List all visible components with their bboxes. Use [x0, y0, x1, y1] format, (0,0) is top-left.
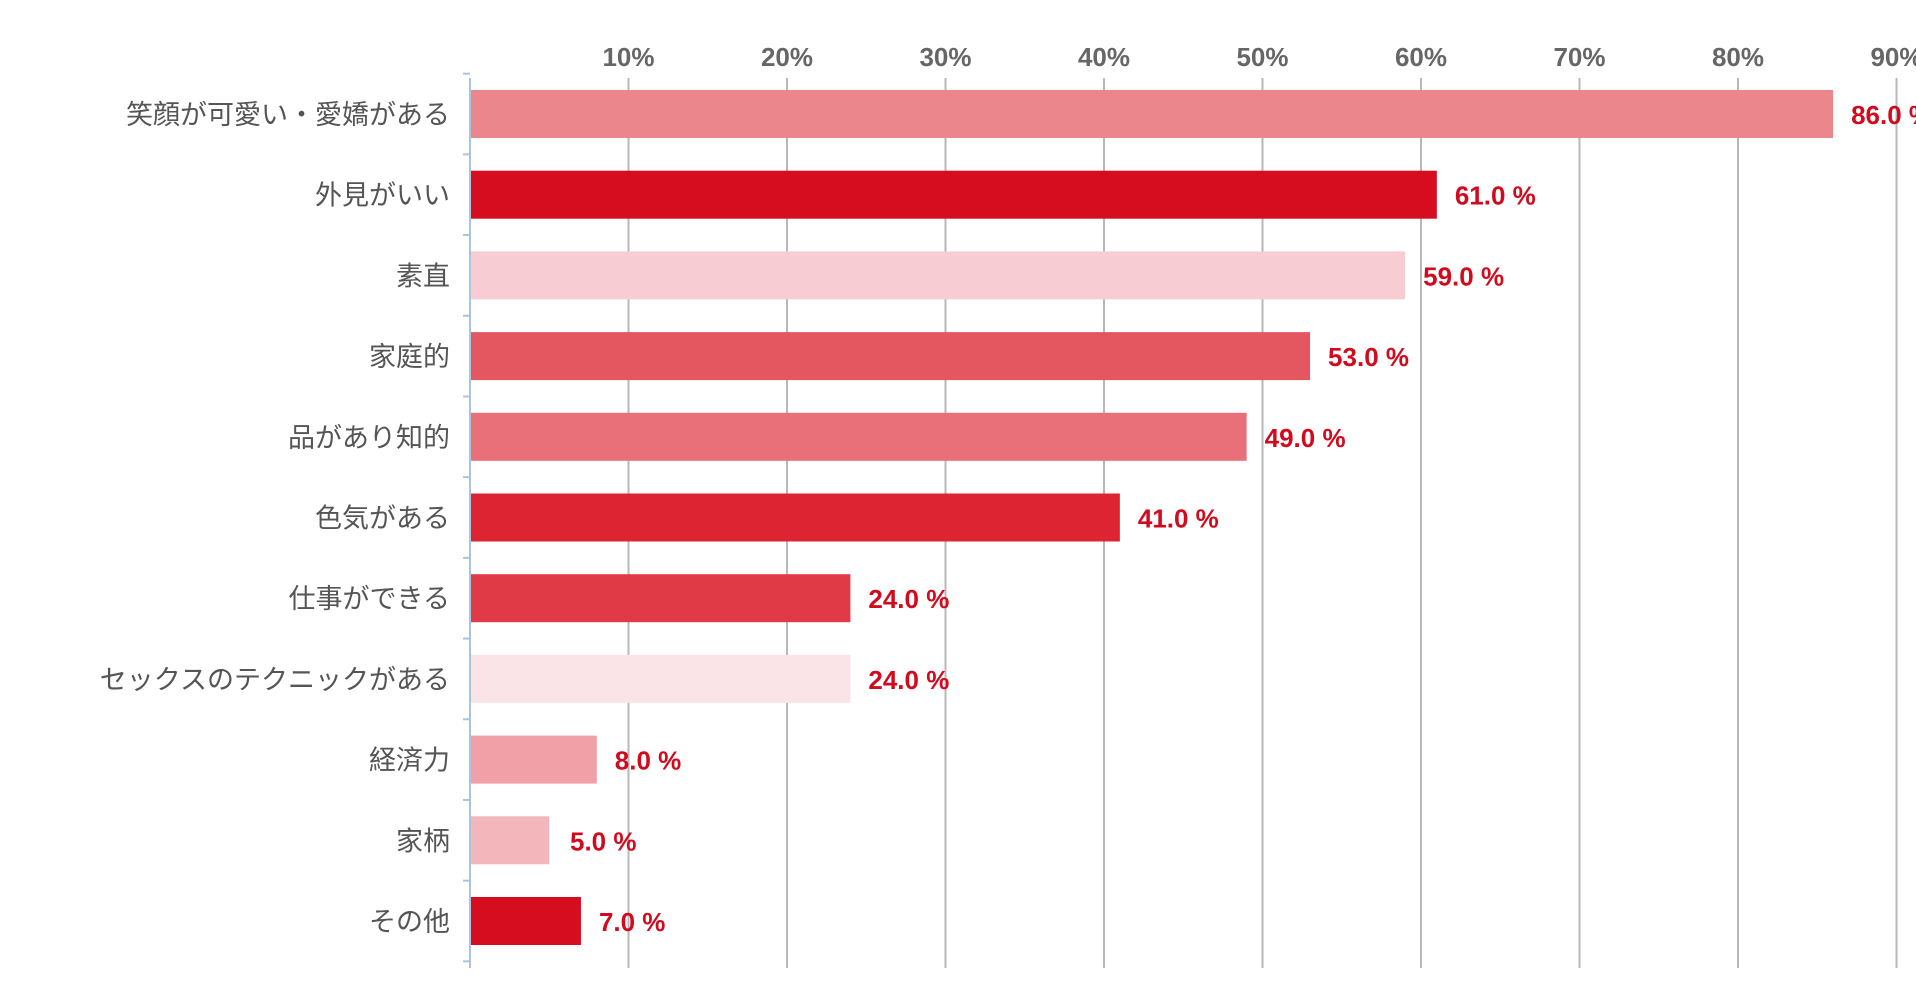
x-tick-label: 30%: [919, 42, 971, 72]
bar: [470, 251, 1406, 300]
data-label: 41.0 %: [1138, 504, 1219, 534]
gridlines: [627, 78, 1898, 968]
x-tick-label: 20%: [761, 42, 813, 72]
y-axis: [463, 72, 471, 968]
data-label: 24.0 %: [868, 665, 949, 695]
x-tick-label: 10%: [602, 42, 654, 72]
data-label: 86.0 %: [1851, 100, 1916, 130]
bar: [470, 735, 597, 784]
category-label: 笑顔が可愛い・愛嬌がある: [126, 100, 450, 131]
bar: [470, 493, 1120, 542]
data-label: 61.0 %: [1455, 181, 1536, 211]
bar: [470, 654, 851, 703]
data-label: 5.0 %: [570, 826, 637, 856]
x-tick-label: 60%: [1395, 42, 1447, 72]
x-axis-ticks: 10% 20% 30% 40% 50% 60% 70% 80% 90%: [602, 42, 1916, 72]
category-label: 品があり知的: [288, 423, 450, 454]
data-label: 49.0 %: [1265, 423, 1346, 453]
bar: [470, 816, 550, 865]
bar: [470, 90, 1834, 138]
category-label: 素直: [396, 261, 450, 292]
category-label: 経済力: [369, 746, 450, 777]
data-label: 7.0 %: [599, 907, 666, 937]
bars: [470, 90, 1834, 945]
data-label: 59.0 %: [1423, 261, 1504, 291]
data-label: 24.0 %: [868, 584, 949, 614]
category-label: 家庭的: [369, 342, 450, 373]
category-label: 仕事ができる: [289, 584, 450, 615]
bar: [470, 574, 851, 623]
category-label: 外見がいい: [315, 181, 450, 212]
category-label: 家柄: [396, 826, 450, 857]
bar: [470, 897, 581, 945]
x-tick-label: 50%: [1236, 42, 1288, 72]
bar: [470, 170, 1437, 219]
x-tick-label: 40%: [1078, 42, 1130, 72]
data-label: 53.0 %: [1328, 342, 1409, 372]
data-label: 8.0 %: [615, 746, 682, 776]
category-label: 色気がある: [315, 504, 450, 535]
bar: [470, 332, 1311, 381]
x-tick-label: 70%: [1553, 42, 1605, 72]
x-tick-label: 90%: [1870, 42, 1916, 72]
bar: [470, 412, 1247, 461]
category-label: その他: [369, 907, 450, 938]
x-tick-label: 80%: [1712, 42, 1764, 72]
value-labels: 86.0 % 61.0 % 59.0 % 53.0 % 49.0 % 41.0 % 24.0…: [570, 100, 1916, 937]
category-label: セックスのテクニックがある: [100, 665, 450, 696]
category-labels: 笑顔が可愛い・愛嬌がある外見がいい素直家庭的品があり知的色気がある仕事ができるセ…: [100, 100, 450, 938]
